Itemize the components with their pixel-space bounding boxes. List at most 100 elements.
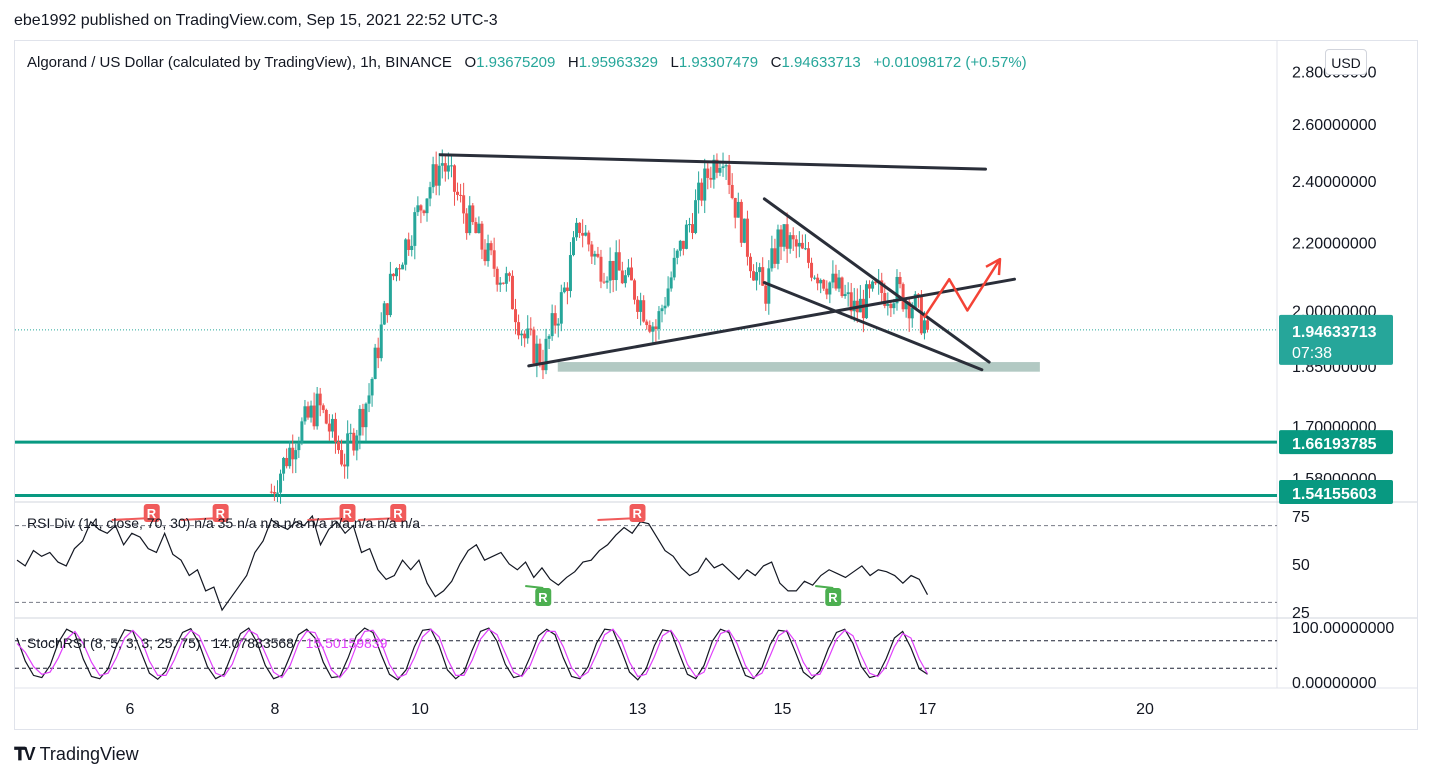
candle-body (694, 200, 698, 233)
candle-body (675, 250, 679, 258)
candle-body (785, 224, 789, 249)
candle-body (889, 303, 893, 309)
candle-body (864, 284, 868, 319)
candle-body (712, 159, 716, 180)
candle-body (394, 268, 398, 277)
low-label: L (670, 54, 679, 71)
candle-body (849, 292, 853, 312)
level-price-badge[interactable] (1279, 480, 1393, 504)
current-price-badge[interactable] (1279, 314, 1393, 365)
candle-body (852, 300, 856, 312)
bearish-divergence-marker[interactable] (629, 504, 646, 522)
wedge-lower-trendline[interactable] (762, 281, 984, 372)
candle-body (294, 450, 298, 460)
support-zone[interactable] (557, 362, 1040, 372)
wedge-upper-trendline[interactable] (762, 197, 991, 364)
candle-body (407, 239, 411, 250)
candle-body (828, 282, 832, 295)
bullish-divergence-marker[interactable] (535, 588, 552, 606)
candle-body (819, 279, 823, 284)
candle-body (288, 447, 292, 467)
candle-body (639, 300, 643, 312)
bearish-divergence-marker[interactable] (339, 504, 356, 522)
candle-body (800, 242, 804, 249)
candle-body (629, 267, 633, 281)
candle-body (272, 491, 276, 494)
candle-body (364, 403, 368, 428)
candle-body (590, 244, 594, 257)
candle-body (825, 288, 829, 295)
candle-body (504, 273, 508, 284)
divergence-marker-label: R (633, 506, 643, 521)
candle-body (660, 308, 664, 312)
candle-body (452, 165, 456, 192)
stoch-indicator-label[interactable]: StochRSI (8, 5, 3, 3, 25, 75) 14.0788356… (27, 635, 387, 651)
bearish-divergence-marker[interactable] (390, 504, 407, 522)
candle-body (861, 298, 865, 319)
candle-body (745, 218, 749, 257)
candle-body (275, 492, 279, 494)
candle-body (651, 326, 655, 332)
stoch-k-line[interactable] (16, 627, 928, 681)
candle-body (752, 271, 756, 281)
bearish-divergence-marker[interactable] (212, 504, 229, 522)
candle-body (837, 277, 841, 289)
resistance-trendline[interactable] (438, 153, 987, 171)
candle-body (761, 267, 765, 286)
tradingview-logo[interactable]: 𝐓V TradingView (14, 744, 139, 764)
candle-body (767, 268, 771, 304)
candle-body (315, 393, 319, 427)
candle-body (562, 287, 566, 293)
candle-body (376, 347, 380, 359)
candle-body (663, 305, 667, 309)
candle-body (492, 250, 496, 269)
bar-countdown: 07:38 (1292, 345, 1332, 362)
rsi-line[interactable] (16, 514, 929, 612)
close-value: 1.94633713 (781, 54, 861, 71)
candle-body (803, 248, 807, 250)
bullish-divergence-marker[interactable] (825, 588, 842, 606)
candle-body (886, 303, 890, 306)
chart-frame[interactable] (14, 40, 1418, 730)
candle-body (373, 347, 377, 379)
candle-body (724, 165, 728, 167)
candle-body (297, 442, 301, 451)
candle-body (483, 249, 487, 262)
candle-body (730, 184, 734, 198)
support-trendline[interactable] (527, 277, 1016, 368)
candle-body (718, 167, 722, 173)
projection-arrow-path[interactable] (922, 258, 1002, 319)
candle-body (794, 239, 798, 247)
stoch-d-value: 15.50159839 (305, 635, 388, 651)
candle-body (391, 273, 395, 277)
divergence-marker-label: R (147, 506, 157, 521)
stoch-d-line[interactable] (16, 628, 929, 679)
candle-body (806, 248, 810, 263)
price-tick-label: 2.60000000 (1292, 117, 1377, 134)
candle-body (468, 205, 472, 234)
bearish-divergence-marker[interactable] (143, 504, 160, 522)
candle-body (379, 324, 383, 359)
candle-body (501, 282, 505, 284)
candle-body (538, 343, 542, 363)
level-price-badge[interactable] (1279, 430, 1393, 455)
candle-body (465, 213, 469, 234)
candle-body (355, 435, 359, 451)
candle-body (324, 409, 328, 424)
candle-body (459, 194, 463, 196)
rsi-indicator-label[interactable]: RSI Div (14, close, 70, 30) n/a 35 n/a n… (27, 515, 421, 531)
candle-body (370, 378, 374, 396)
candle-body (358, 408, 362, 436)
candle-body (495, 268, 499, 285)
time-tick-label: 17 (919, 701, 937, 718)
candle-body (575, 222, 579, 238)
candle-body (605, 280, 609, 283)
candle-body (636, 299, 640, 312)
candle-body (697, 182, 701, 201)
candle-body (706, 168, 710, 178)
currency-button[interactable]: USD (1325, 49, 1367, 75)
candle-body (782, 224, 786, 247)
candle-body (550, 313, 554, 337)
stoch-title: StochRSI (8, 5, 3, 3, 25, 75) (27, 635, 201, 651)
